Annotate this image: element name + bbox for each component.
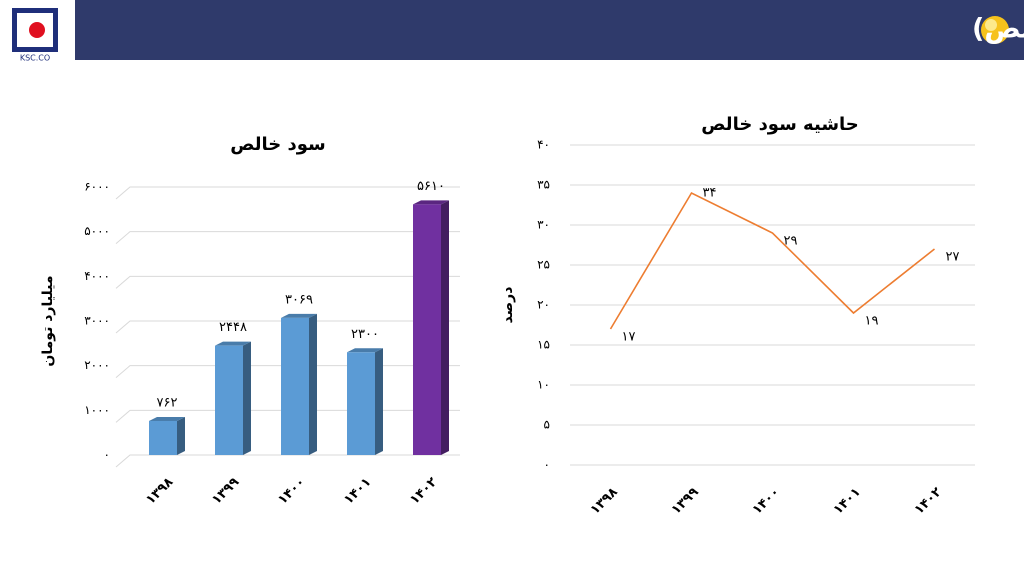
- x-tick-label: ۱۳۹۸: [143, 475, 176, 508]
- y-tick-label: ۰: [544, 458, 550, 472]
- y-tick-label: ۵: [544, 418, 550, 432]
- data-label: ۲۴۴۸: [219, 320, 247, 335]
- bar: [149, 420, 177, 455]
- y-tick-label: ۳۰: [537, 218, 550, 232]
- data-label: ۵۶۱۰: [417, 179, 445, 194]
- data-label: ۱۹: [865, 314, 879, 329]
- y-tick-label: ۵۰۰۰: [84, 224, 110, 238]
- x-tick-label: ۱۳۹۹: [669, 485, 702, 518]
- y-tick-label: ۱۰۰۰: [84, 403, 110, 417]
- data-label: ۳۴: [703, 186, 717, 201]
- x-tick-label: ۱۴۰۲: [407, 475, 440, 508]
- page-title: روند سود و زیان (حاشیه و سود خالص): [972, 14, 1024, 45]
- bar-top: [413, 200, 449, 205]
- y-tick-label: ۱۰: [537, 378, 550, 392]
- logo: KSC.CO: [12, 8, 58, 63]
- bar-top: [281, 313, 317, 318]
- grid-line: [115, 275, 460, 289]
- y-tick-label: ۰: [104, 448, 110, 462]
- y-axis-label: درصد: [500, 287, 516, 324]
- bar-side: [309, 313, 317, 455]
- y-tick-label: ۲۵: [537, 258, 550, 272]
- y-tick-label: ۲۰: [537, 298, 550, 312]
- y-tick-label: ۳۵: [537, 178, 550, 192]
- y-tick-label: ۲۰۰۰: [84, 358, 110, 372]
- data-label: ۷۶۲: [157, 395, 178, 410]
- bar-side: [243, 341, 251, 455]
- bar: [347, 352, 375, 455]
- x-tick-label: ۱۴۰۲: [912, 485, 945, 518]
- y-tick-label: ۱۵: [537, 338, 550, 352]
- bar-side: [177, 416, 185, 455]
- title-icon-shine: [985, 19, 997, 31]
- bar-top: [215, 341, 251, 346]
- y-tick-label: ۴۰: [537, 138, 550, 152]
- x-tick-label: ۱۴۰۱: [341, 475, 374, 508]
- y-tick-label: ۴۰۰۰: [84, 269, 110, 283]
- x-tick-label: ۱۳۹۹: [209, 475, 242, 508]
- chart-title: حاشیه سود خالص: [701, 114, 859, 135]
- data-label: ۲۹: [784, 234, 798, 249]
- y-tick-label: ۶۰۰۰: [84, 180, 110, 194]
- bar-side: [441, 200, 449, 455]
- x-tick-label: ۱۴۰۰: [750, 485, 783, 518]
- chart-title: سود خالص: [230, 134, 326, 155]
- bar-top: [149, 416, 185, 421]
- data-label: ۲۷: [946, 250, 960, 265]
- grid-line: [115, 231, 460, 245]
- data-label: ۲۳۰۰: [351, 327, 379, 342]
- bar-top: [347, 348, 383, 353]
- bar: [281, 317, 309, 455]
- x-tick-label: ۱۴۰۰: [275, 475, 308, 508]
- grid-line: [115, 320, 460, 334]
- grid-line: [115, 454, 460, 468]
- data-label: ۳۰۶۹: [285, 292, 313, 307]
- line: [609, 191, 935, 330]
- y-tick-label: ۳۰۰۰: [84, 314, 110, 328]
- logo-text: KSC.CO: [20, 54, 50, 63]
- data-label: ۱۷: [622, 330, 636, 345]
- bar: [413, 204, 441, 455]
- x-tick-label: ۱۴۰۱: [831, 485, 864, 518]
- header-bar: [75, 0, 1024, 60]
- x-tick-label: ۱۳۹۸: [588, 485, 621, 518]
- y-axis-label: میلیارد تومان: [40, 275, 56, 366]
- grid-line: [115, 186, 460, 200]
- bar-side: [375, 348, 383, 455]
- bar: [215, 345, 243, 455]
